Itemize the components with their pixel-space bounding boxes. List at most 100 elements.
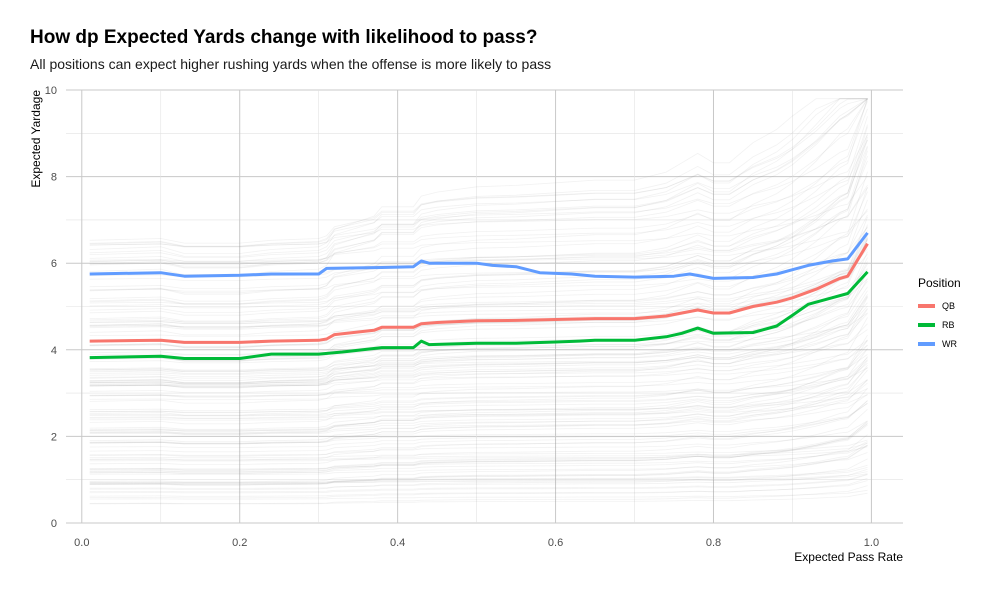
player-trace bbox=[89, 98, 868, 294]
player-trace bbox=[89, 445, 868, 486]
player-trace bbox=[89, 244, 868, 323]
player-trace bbox=[89, 98, 868, 268]
player-trace bbox=[89, 334, 868, 435]
player-trace bbox=[89, 474, 868, 494]
player-trace bbox=[89, 402, 868, 449]
player-trace bbox=[89, 98, 868, 247]
legend-swatch bbox=[918, 341, 935, 346]
player-trace bbox=[89, 155, 868, 323]
player-trace bbox=[89, 248, 868, 324]
x-axis-title: Expected Pass Rate bbox=[794, 550, 903, 564]
player-trace bbox=[89, 295, 868, 385]
player-trace bbox=[89, 452, 868, 475]
y-tick-label: 2 bbox=[51, 431, 57, 443]
player-trace bbox=[89, 98, 868, 295]
player-trace bbox=[89, 134, 868, 247]
player-trace bbox=[89, 98, 868, 258]
player-trace bbox=[89, 290, 868, 387]
player-trace bbox=[89, 108, 868, 267]
player-trace bbox=[89, 239, 868, 355]
player-trace bbox=[89, 305, 868, 375]
player-trace bbox=[89, 359, 868, 419]
player-trace bbox=[89, 254, 868, 328]
player-trace bbox=[89, 485, 868, 505]
player-trace bbox=[89, 379, 868, 432]
legend-swatch bbox=[918, 303, 935, 308]
player-trace bbox=[89, 388, 868, 461]
player-trace bbox=[89, 366, 868, 431]
player-trace bbox=[89, 388, 868, 417]
player-trace bbox=[89, 434, 868, 483]
player-trace bbox=[89, 367, 868, 401]
player-trace bbox=[89, 424, 868, 473]
player-trace bbox=[89, 313, 868, 379]
player-trace bbox=[89, 464, 868, 483]
player-trace bbox=[89, 251, 868, 389]
player-trace bbox=[89, 446, 868, 462]
x-tick-label: 1.0 bbox=[864, 537, 879, 549]
player-trace bbox=[89, 175, 868, 262]
player-trace bbox=[89, 422, 868, 473]
player-trace bbox=[89, 150, 868, 349]
player-trace bbox=[89, 440, 868, 474]
player-trace bbox=[89, 286, 868, 377]
player-trace bbox=[89, 477, 868, 499]
player-trace bbox=[89, 369, 868, 444]
y-axis-title: Expected Yardage bbox=[29, 90, 43, 188]
player-trace bbox=[89, 98, 868, 305]
y-tick-label: 0 bbox=[51, 518, 57, 530]
x-tick-label: 0.2 bbox=[232, 537, 247, 549]
player-trace bbox=[89, 348, 868, 434]
y-tick-label: 4 bbox=[51, 345, 57, 357]
x-tick-label: 0.8 bbox=[706, 537, 721, 549]
player-trace bbox=[89, 329, 868, 372]
player-trace bbox=[89, 98, 868, 265]
player-trace bbox=[89, 270, 868, 404]
x-tick-label: 0.6 bbox=[548, 537, 563, 549]
player-trace bbox=[89, 263, 868, 364]
player-trace bbox=[89, 403, 868, 444]
legend-item-qb: QB bbox=[918, 296, 961, 315]
player-trace bbox=[89, 317, 868, 425]
player-trace bbox=[89, 379, 868, 420]
series-line-wr bbox=[89, 231, 869, 280]
legend-title: Position bbox=[918, 276, 961, 290]
player-trace bbox=[89, 98, 868, 257]
player-trace bbox=[89, 444, 868, 486]
player-trace bbox=[89, 421, 868, 471]
legend-item-rb: RB bbox=[918, 315, 961, 334]
player-trace bbox=[89, 147, 868, 336]
axis-ticks: 0.0 0.2 0.4 0.6 0.8 1.0 0 2 4 6 8 10 bbox=[45, 85, 879, 549]
player-trace bbox=[89, 257, 868, 385]
player-trace bbox=[89, 184, 868, 281]
player-trace bbox=[89, 473, 868, 484]
player-trace bbox=[89, 297, 868, 416]
player-trace bbox=[89, 116, 868, 302]
player-trace bbox=[89, 278, 868, 384]
series-lines bbox=[89, 231, 869, 360]
player-trace bbox=[89, 224, 868, 384]
player-trace bbox=[89, 340, 868, 397]
player-trace bbox=[89, 409, 868, 465]
player-trace bbox=[89, 269, 868, 359]
player-trace bbox=[89, 382, 868, 434]
player-trace bbox=[89, 323, 868, 386]
player-trace bbox=[89, 420, 868, 456]
player-trace bbox=[89, 445, 868, 470]
player-trace bbox=[89, 272, 868, 371]
y-tick-label: 8 bbox=[51, 172, 57, 184]
player-trace bbox=[89, 139, 868, 264]
chart-title: How dp Expected Yards change with likeli… bbox=[30, 27, 538, 48]
player-trace bbox=[89, 98, 868, 254]
legend-item-wr: WR bbox=[918, 334, 961, 353]
legend-label: QB bbox=[942, 300, 956, 311]
player-trace bbox=[89, 468, 868, 489]
player-trace bbox=[89, 302, 868, 372]
player-trace bbox=[89, 348, 868, 412]
player-trace bbox=[89, 467, 868, 484]
chart-subtitle: All positions can expect higher rushing … bbox=[30, 56, 552, 72]
individual-traces bbox=[89, 98, 868, 505]
player-trace bbox=[89, 124, 868, 305]
player-trace bbox=[89, 442, 868, 485]
